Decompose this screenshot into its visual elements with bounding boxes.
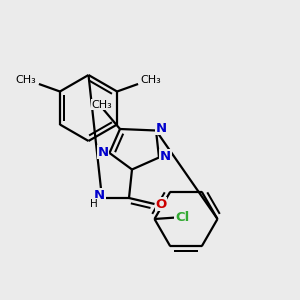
Text: CH₃: CH₃ — [16, 75, 37, 85]
Text: N: N — [94, 189, 105, 202]
Text: CH₃: CH₃ — [140, 75, 161, 85]
Text: N: N — [97, 146, 109, 159]
Text: O: O — [155, 197, 167, 211]
Text: H: H — [90, 199, 98, 209]
Text: N: N — [160, 150, 171, 163]
Text: N: N — [156, 122, 167, 135]
Text: CH₃: CH₃ — [92, 100, 112, 110]
Text: Cl: Cl — [175, 211, 189, 224]
